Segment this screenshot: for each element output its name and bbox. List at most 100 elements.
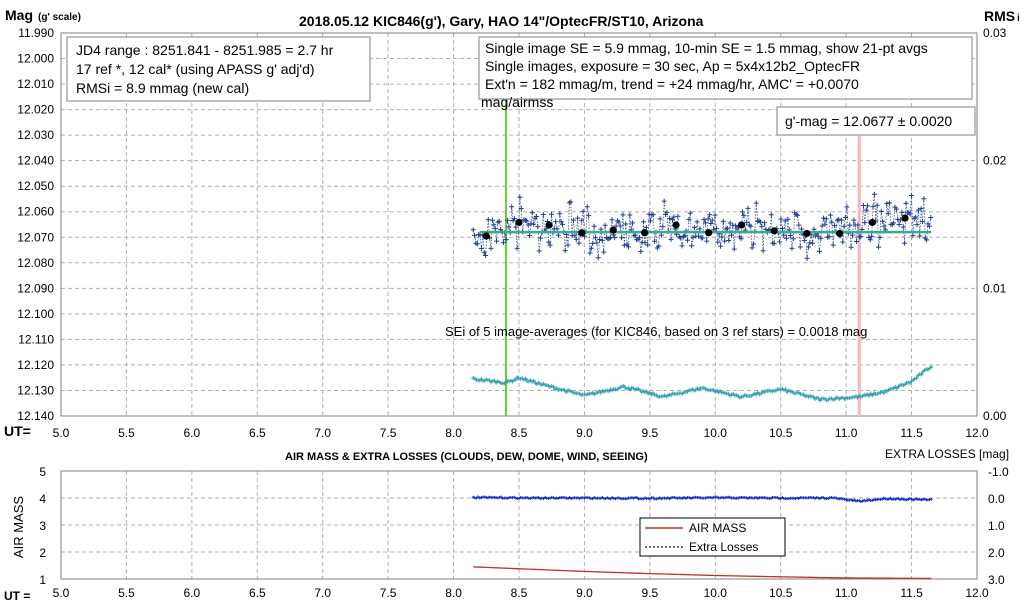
single-image-point — [470, 227, 476, 233]
extra-losses-point — [929, 497, 933, 501]
single-image-point — [656, 243, 662, 249]
single-image-point — [707, 212, 713, 218]
single-image-point — [554, 226, 560, 232]
single-image-point — [546, 239, 552, 245]
rms-point — [914, 376, 919, 381]
single-image-point — [826, 234, 832, 240]
extra-losses-point — [813, 496, 817, 500]
single-image-point — [489, 217, 495, 223]
extra-losses-point — [474, 496, 478, 500]
bottom-x-tick-label: 11.5 — [900, 586, 923, 600]
extra-losses-point — [625, 497, 629, 501]
rms-point — [816, 396, 821, 401]
single-image-point — [924, 237, 930, 243]
extra-losses-point — [780, 496, 784, 500]
single-image-point — [705, 216, 711, 222]
info-right-line-3: Ext'n = 182 mmag/m, trend = +24 mmag/hr,… — [485, 76, 859, 92]
extra-loss-tick-label: 0.0 — [988, 492, 1005, 506]
bottom-x-tick-label: 6.0 — [184, 586, 201, 600]
single-image-point — [474, 241, 480, 247]
single-image-point — [797, 244, 803, 250]
y-tick-label: 12.100 — [17, 307, 54, 321]
single-image-point — [902, 240, 908, 246]
single-image-point — [575, 215, 581, 221]
single-image-point — [891, 220, 897, 226]
single-image-point — [553, 219, 559, 225]
extra-losses-point — [479, 496, 483, 500]
extra-losses-point — [710, 496, 714, 500]
extra-losses-point — [576, 496, 580, 500]
x-tick-label: 5.5 — [118, 426, 135, 440]
single-image-point — [855, 222, 861, 228]
single-image-point — [572, 232, 578, 238]
single-image-point — [841, 223, 847, 229]
airmass-tick-label: 1 — [39, 573, 46, 587]
bottom-right-axis-label: EXTRA LOSSES [mag] — [885, 447, 1009, 461]
x-tick-label: 11.5 — [900, 426, 923, 440]
extra-losses-point — [591, 497, 595, 501]
info-right-line-2: Single images, exposure = 30 sec, Ap = 5… — [485, 58, 860, 74]
y-tick-label: 12.140 — [17, 409, 54, 423]
rms-point — [711, 387, 716, 392]
x-tick-label: 5.0 — [53, 426, 70, 440]
extra-losses-point — [537, 496, 541, 500]
single-image-point — [652, 238, 658, 244]
rms-point — [523, 376, 528, 381]
single-image-point — [899, 209, 905, 215]
single-image-point — [741, 213, 747, 219]
single-image-point — [621, 242, 627, 248]
single-image-point — [745, 205, 751, 211]
single-image-point — [619, 235, 625, 241]
single-image-point — [533, 214, 539, 220]
extra-losses-point — [566, 496, 570, 500]
extra-losses-point — [718, 496, 722, 500]
single-image-point — [885, 211, 891, 217]
top-x-tick-labels: 5.0 5.5 6.0 6.5 7.0 7.5 8.0 8.5 9.0 9.5 10.0 10.5 11… — [53, 426, 989, 440]
rms-point — [492, 378, 497, 383]
info-box-left: JD4 range : 8251.841 - 8251.985 = 2.7 hr… — [66, 36, 371, 102]
single-image-point — [636, 235, 642, 241]
extra-losses-point — [736, 496, 740, 500]
single-image-point — [712, 212, 718, 218]
single-image-point — [843, 215, 849, 221]
single-image-point — [928, 214, 934, 220]
single-image-points — [470, 191, 934, 261]
single-image-point — [599, 237, 605, 243]
top-rms-tick-labels: 0.03 0.02 0.01 0.00 — [983, 26, 1007, 423]
single-image-point — [726, 237, 732, 243]
single-image-point — [565, 242, 571, 248]
bottom-x-axis-label: UT = — [4, 589, 30, 603]
extra-losses-trace — [471, 495, 933, 503]
extra-losses-point — [656, 497, 660, 501]
single-image-point — [689, 243, 695, 249]
single-image-point — [851, 217, 857, 223]
x-tick-label: 10.5 — [769, 426, 793, 440]
single-image-point — [591, 223, 597, 229]
info-left-line-1: JD4 range : 8251.841 - 8251.985 = 2.7 hr — [76, 42, 334, 58]
single-image-point — [900, 224, 906, 230]
single-image-point — [827, 212, 833, 218]
extra-losses-point — [918, 497, 922, 501]
avg-point — [578, 229, 586, 237]
single-image-point — [881, 223, 887, 229]
rms-point — [513, 377, 518, 382]
single-image-point — [536, 248, 542, 254]
rms-trace — [471, 365, 934, 403]
avg-point — [901, 214, 909, 222]
y-tick-label: 12.110 — [18, 332, 54, 346]
legend-extra-losses-label: Extra Losses — [689, 540, 758, 554]
single-image-point — [910, 233, 916, 239]
single-image-point — [781, 232, 787, 238]
extra-losses-point — [641, 497, 645, 501]
extra-losses-point — [797, 496, 801, 500]
single-image-point — [492, 226, 498, 232]
avg-point — [770, 227, 778, 235]
x-tick-label: 8.0 — [445, 426, 462, 440]
rms-point — [881, 391, 886, 396]
single-image-point — [718, 243, 724, 249]
single-image-point — [488, 245, 494, 251]
bottom-x-tick-labels: 5.0 5.5 6.0 6.5 7.0 7.5 8.0 8.5 9.0 9.5 10.0 10.5 11… — [53, 586, 989, 600]
bottom-x-tick-label: 8.0 — [445, 586, 462, 600]
extra-losses-point — [769, 496, 773, 500]
